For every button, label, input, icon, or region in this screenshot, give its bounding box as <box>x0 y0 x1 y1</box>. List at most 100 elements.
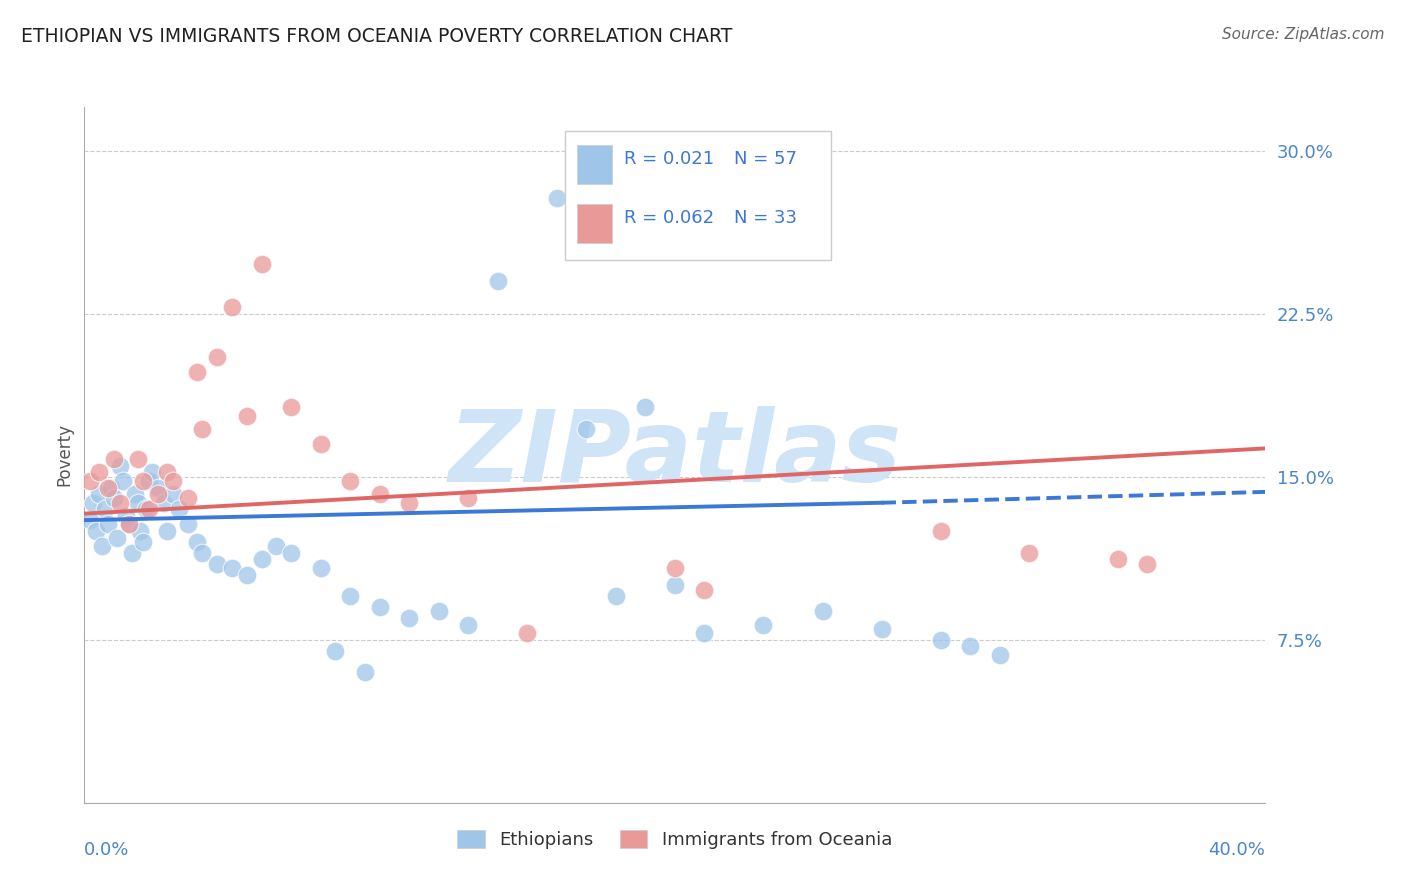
Point <box>105 531 128 545</box>
Point <box>94 502 117 516</box>
Point <box>162 474 184 488</box>
Point <box>516 626 538 640</box>
Point <box>575 422 598 436</box>
Point <box>91 539 114 553</box>
Point <box>108 496 131 510</box>
Point <box>97 481 120 495</box>
Point <box>605 148 627 162</box>
Point <box>138 502 160 516</box>
Point <box>118 517 141 532</box>
Point <box>79 474 101 488</box>
Point <box>129 524 152 538</box>
Point <box>186 365 208 379</box>
Point <box>988 648 1011 662</box>
Point <box>427 605 450 619</box>
Point <box>339 474 361 488</box>
Point <box>959 639 981 653</box>
Point <box>457 617 479 632</box>
Point <box>124 487 146 501</box>
Point <box>84 524 107 538</box>
Point <box>191 422 214 436</box>
Point <box>339 589 361 603</box>
Point <box>309 561 332 575</box>
Point <box>103 452 125 467</box>
Point <box>1136 557 1159 571</box>
Point <box>264 539 288 553</box>
Text: R = 0.021: R = 0.021 <box>624 150 714 169</box>
Point <box>100 481 122 495</box>
Point <box>323 643 347 657</box>
Point <box>177 491 200 506</box>
Point <box>250 257 273 271</box>
Point <box>457 491 479 506</box>
Point <box>97 517 120 532</box>
Point <box>605 589 627 603</box>
Point <box>1107 552 1129 566</box>
Text: N = 57: N = 57 <box>734 150 797 169</box>
Point <box>398 496 420 510</box>
Point <box>162 487 184 501</box>
Bar <box>576 145 612 184</box>
Text: 40.0%: 40.0% <box>1209 841 1265 859</box>
Point <box>235 567 259 582</box>
Text: R = 0.062: R = 0.062 <box>624 210 714 227</box>
Point <box>191 546 214 560</box>
Point <box>221 561 243 575</box>
Point <box>135 502 157 516</box>
Point <box>752 617 775 632</box>
Point <box>280 400 302 414</box>
Point <box>111 474 134 488</box>
Point <box>354 665 377 680</box>
Point <box>693 626 716 640</box>
Point <box>153 496 176 510</box>
Point <box>121 546 143 560</box>
FancyBboxPatch shape <box>565 131 831 260</box>
Point <box>929 632 952 647</box>
Point <box>309 437 332 451</box>
Point <box>138 474 160 488</box>
Point <box>156 524 179 538</box>
Point <box>664 578 686 592</box>
Bar <box>576 204 612 243</box>
Point <box>177 517 200 532</box>
Text: Source: ZipAtlas.com: Source: ZipAtlas.com <box>1222 27 1385 42</box>
Text: ETHIOPIAN VS IMMIGRANTS FROM OCEANIA POVERTY CORRELATION CHART: ETHIOPIAN VS IMMIGRANTS FROM OCEANIA POV… <box>21 27 733 45</box>
Y-axis label: Poverty: Poverty <box>55 424 73 486</box>
Point <box>148 481 170 495</box>
Point <box>114 508 136 523</box>
Text: ZIPatlas: ZIPatlas <box>449 407 901 503</box>
Legend: Ethiopians, Immigrants from Oceania: Ethiopians, Immigrants from Oceania <box>450 822 900 856</box>
Point <box>221 300 243 314</box>
Point <box>486 274 509 288</box>
Point <box>82 496 104 510</box>
Point <box>132 535 155 549</box>
Point <box>1018 546 1040 560</box>
Point <box>870 622 893 636</box>
Point <box>398 611 420 625</box>
Point <box>205 557 228 571</box>
Point <box>148 487 170 501</box>
Point <box>87 466 111 480</box>
Point <box>664 561 686 575</box>
Point <box>205 350 228 364</box>
Point <box>156 466 179 480</box>
Point <box>132 474 155 488</box>
Point <box>811 605 834 619</box>
Point <box>546 191 568 205</box>
Text: N = 33: N = 33 <box>734 210 797 227</box>
Point <box>79 513 101 527</box>
Point <box>368 600 391 615</box>
Point <box>634 400 657 414</box>
Point <box>186 535 208 549</box>
Point <box>87 487 111 501</box>
Point <box>127 496 149 510</box>
Point <box>929 524 952 538</box>
Point <box>141 466 163 480</box>
Text: 0.0%: 0.0% <box>84 841 129 859</box>
Point <box>235 409 259 423</box>
Point <box>118 517 141 532</box>
Point <box>108 458 131 473</box>
Point <box>250 552 273 566</box>
Point <box>127 452 149 467</box>
Point <box>280 546 302 560</box>
